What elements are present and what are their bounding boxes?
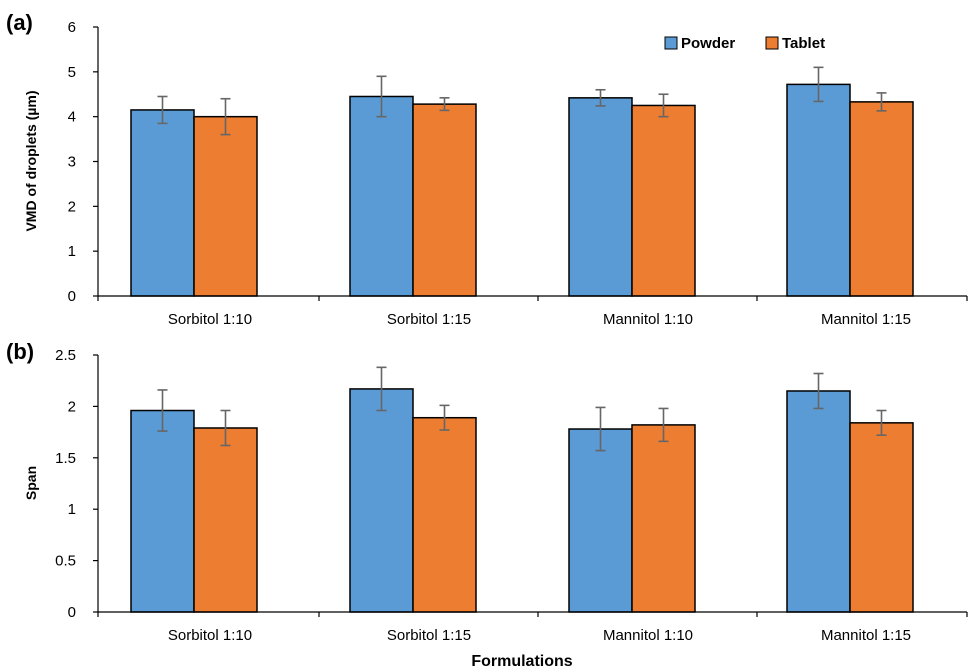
panel-b-ylabel: Span bbox=[23, 466, 39, 500]
bar-a-powder-2 bbox=[349, 95, 414, 297]
error-bar-b-tablet-2 bbox=[439, 404, 450, 431]
panel-a: (a) VMD of droplets (µm) Powder Tablet 0… bbox=[6, 10, 968, 328]
error-bar-a-tablet-1 bbox=[220, 97, 231, 136]
error-bar-b-powder-3 bbox=[595, 406, 606, 452]
y-tick-label-a-2: 2 bbox=[68, 198, 76, 215]
bar-b-powder-1 bbox=[130, 409, 195, 613]
y-tick-label-a-4: 4 bbox=[68, 109, 76, 126]
x-category-label-a-1: Sorbitol 1:10 bbox=[168, 311, 252, 328]
bar-b-tablet-1 bbox=[193, 427, 258, 613]
x-category-label-b-2: Sorbitol 1:15 bbox=[387, 627, 471, 644]
bar-a-tablet-4 bbox=[849, 101, 914, 297]
x-category-label-b-4: Mannitol 1:15 bbox=[821, 627, 911, 644]
bar-b-tablet-2 bbox=[412, 416, 477, 613]
bar-a-powder-3 bbox=[568, 97, 633, 297]
error-bar-b-tablet-3 bbox=[658, 407, 669, 443]
error-bar-b-tablet-4 bbox=[876, 409, 887, 436]
x-category-label-a-4: Mannitol 1:15 bbox=[821, 311, 911, 328]
legend-label-powder: Powder bbox=[681, 35, 735, 52]
x-axis-title: Formulations bbox=[471, 653, 572, 670]
legend-swatch-powder bbox=[664, 36, 678, 50]
y-tick-label-b-5: 2.5 bbox=[55, 347, 76, 364]
bar-b-powder-2 bbox=[349, 388, 414, 613]
y-tick-label-b-4: 2 bbox=[68, 398, 76, 415]
bar-a-powder-4 bbox=[786, 83, 851, 297]
error-bar-b-powder-4 bbox=[813, 372, 824, 410]
error-bar-a-tablet-2 bbox=[439, 97, 450, 112]
bar-b-tablet-4 bbox=[849, 422, 914, 613]
panel-b: (b) Span 0 0.5 1 1.5 2 2.5 Sorbitol 1:10 Sorbit… bbox=[6, 339, 968, 644]
y-tick-label-a-1: 1 bbox=[68, 243, 76, 260]
error-bar-a-tablet-4 bbox=[876, 92, 887, 112]
error-bar-b-powder-1 bbox=[157, 389, 168, 432]
panel-a-ylabel: VMD of droplets (µm) bbox=[23, 90, 39, 231]
error-bar-a-powder-4 bbox=[813, 66, 824, 103]
x-category-label-b-1: Sorbitol 1:10 bbox=[168, 627, 252, 644]
y-tick-label-a-6: 6 bbox=[68, 19, 76, 36]
error-bar-a-powder-2 bbox=[376, 75, 387, 118]
bar-a-tablet-3 bbox=[631, 104, 696, 297]
error-bar-b-tablet-1 bbox=[220, 409, 231, 447]
y-tick-label-a-0: 0 bbox=[68, 288, 76, 305]
legend: Powder Tablet bbox=[664, 35, 825, 52]
legend-swatch-tablet bbox=[765, 36, 779, 50]
panel-b-label: (b) bbox=[6, 339, 34, 364]
x-category-label-b-3: Mannitol 1:10 bbox=[603, 627, 693, 644]
y-tick-label-b-1: 0.5 bbox=[55, 553, 76, 570]
legend-label-tablet: Tablet bbox=[782, 35, 825, 52]
y-tick-label-a-3: 3 bbox=[68, 154, 76, 171]
y-tick-label-b-0: 0 bbox=[68, 604, 76, 621]
bar-a-tablet-1 bbox=[193, 115, 258, 297]
bar-b-powder-3 bbox=[568, 428, 633, 613]
y-tick-label-b-2: 1 bbox=[68, 501, 76, 518]
error-bar-b-powder-2 bbox=[376, 366, 387, 412]
bar-b-tablet-3 bbox=[631, 424, 696, 613]
x-category-label-a-3: Mannitol 1:10 bbox=[603, 311, 693, 328]
y-tick-label-a-5: 5 bbox=[68, 64, 76, 81]
bar-a-tablet-2 bbox=[412, 103, 477, 297]
bar-a-powder-1 bbox=[130, 109, 195, 297]
error-bar-a-powder-1 bbox=[157, 95, 168, 125]
y-tick-label-b-3: 1.5 bbox=[55, 450, 76, 467]
bar-b-powder-4 bbox=[786, 390, 851, 613]
panel-a-label: (a) bbox=[6, 10, 33, 35]
error-bar-a-powder-3 bbox=[595, 88, 606, 107]
error-bar-a-tablet-3 bbox=[658, 93, 669, 118]
x-category-label-a-2: Sorbitol 1:15 bbox=[387, 311, 471, 328]
